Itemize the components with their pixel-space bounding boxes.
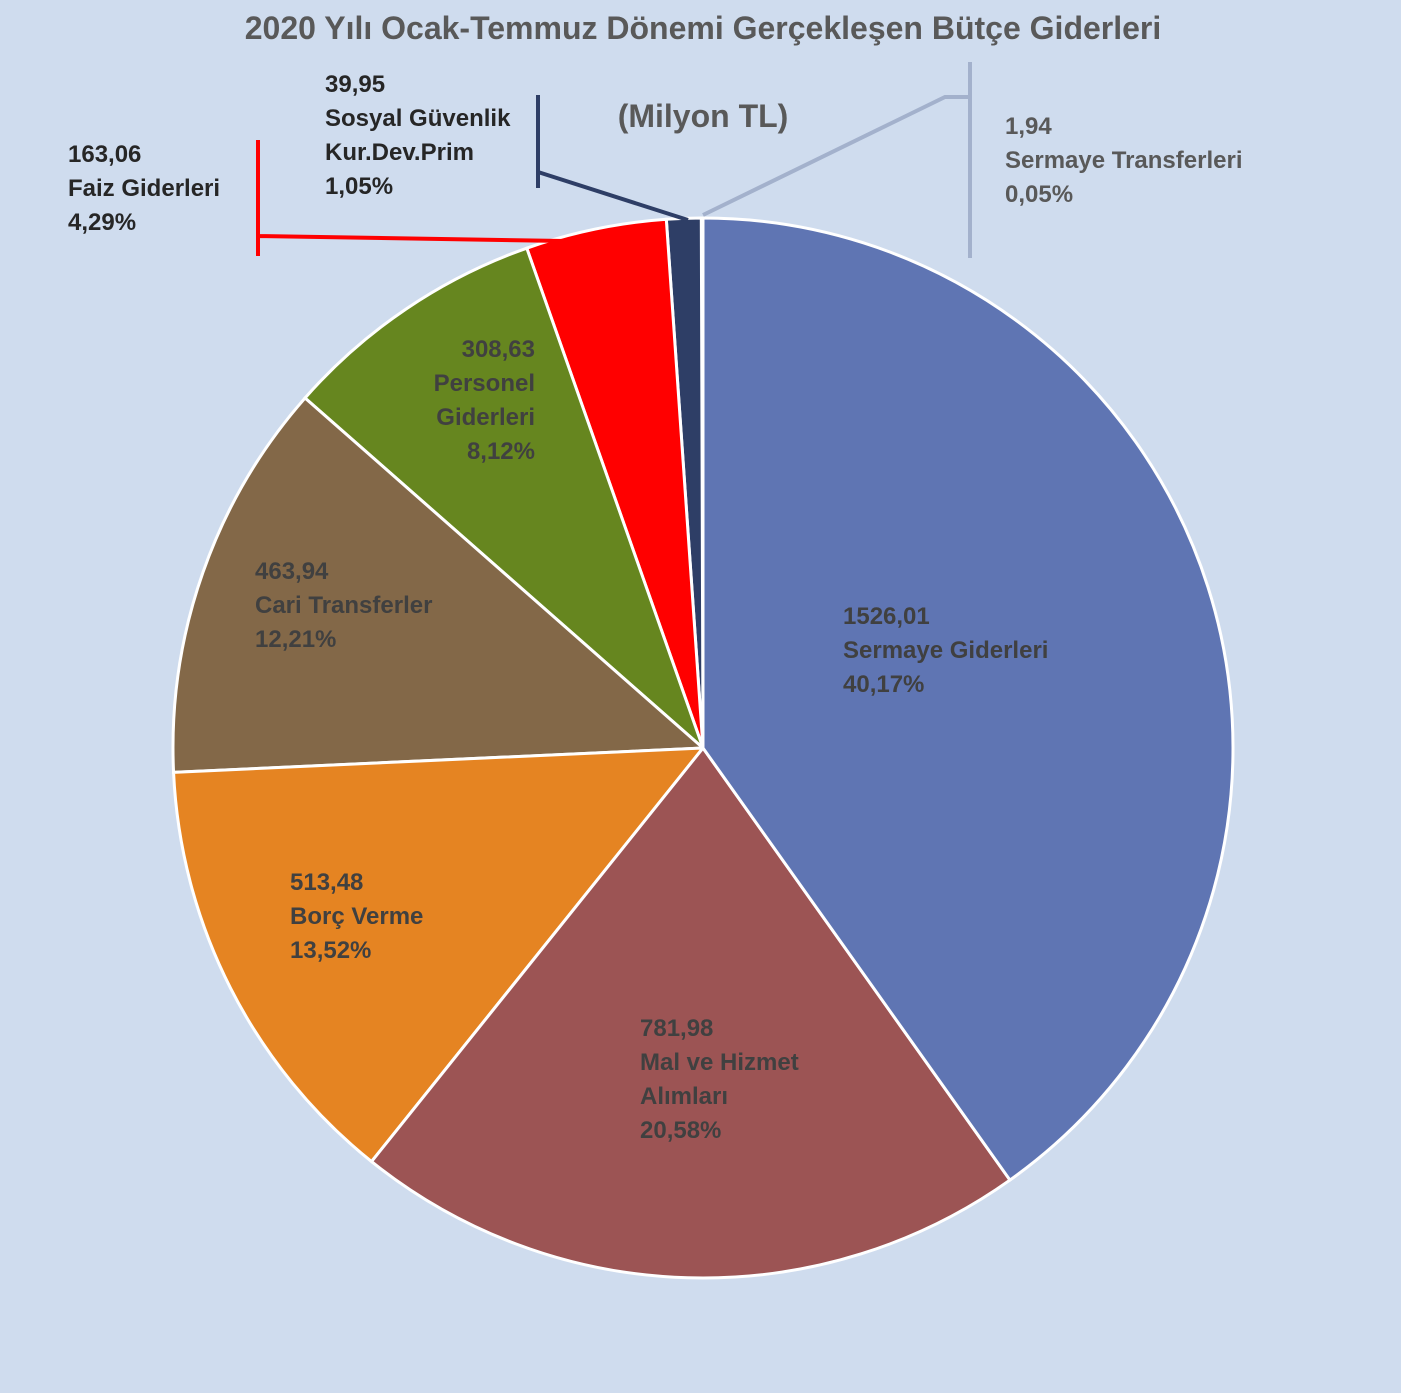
percentage-label: 1,05%	[325, 173, 394, 200]
category-label: Sermaye Transferleri	[1005, 147, 1243, 174]
chart-subtitle: (Milyon TL)	[617, 98, 789, 134]
data-label: 781,98 Mal ve Hizmet Alımları 20,58%	[640, 1012, 850, 1148]
category-label: Cari Transferler	[255, 592, 433, 619]
data-label: 163,06 Faiz Giderleri 4,29%	[68, 138, 288, 240]
value-label: 163,06	[68, 141, 142, 168]
category-label: Mal ve Hizmet Alımları	[640, 1049, 799, 1110]
data-label: 1526,01 Sermaye Giderleri 40,17%	[843, 600, 1143, 702]
pie-slice	[302, 246, 707, 753]
percentage-label: 8,12%	[466, 438, 535, 465]
leader-line	[256, 140, 566, 256]
value-label: 513,48	[290, 869, 364, 896]
percentage-label: 0,05%	[1005, 181, 1074, 208]
data-label: 1,94 Sermaye Transferleri 0,05%	[1005, 110, 1325, 212]
value-label: 39,95	[325, 71, 386, 98]
category-label: Sosyal Güvenlik Kur.Dev.Prim	[325, 105, 511, 166]
percentage-label: 4,29%	[68, 209, 137, 236]
percentage-label: 12,21%	[255, 626, 337, 653]
value-label: 463,94	[255, 558, 329, 585]
data-label: 39,95 Sosyal Güvenlik Kur.Dev.Prim 1,05%	[325, 68, 550, 204]
value-label: 1,94	[1005, 113, 1052, 140]
percentage-label: 20,58%	[640, 1117, 722, 1144]
leader-line	[702, 62, 972, 258]
percentage-label: 40,17%	[843, 671, 925, 698]
category-label: Sermaye Giderleri	[843, 637, 1049, 664]
leader-line	[536, 95, 689, 222]
category-label: Faiz Giderleri	[68, 175, 221, 202]
pie-slice	[701, 216, 1235, 1183]
percentage-label: 13,52%	[290, 937, 372, 964]
chart-title: 2020 Yılı Ocak-Temmuz Dönemi Gerçekleşen…	[244, 10, 1162, 46]
category-label: Borç Verme	[290, 903, 424, 930]
value-label: 781,98	[640, 1015, 714, 1042]
pie-slice	[171, 746, 707, 1164]
value-label: 1526,01	[843, 603, 930, 630]
value-label: 308,63	[461, 336, 535, 363]
pie-slice	[369, 745, 1013, 1280]
pie-slice	[171, 395, 707, 774]
data-label: 308,63 Personel Giderleri 8,12%	[395, 333, 535, 469]
data-label: 463,94 Cari Transferler 12,21%	[255, 555, 515, 657]
data-label: 513,48 Borç Verme 13,52%	[290, 866, 510, 968]
category-label: Personel Giderleri	[433, 370, 535, 431]
